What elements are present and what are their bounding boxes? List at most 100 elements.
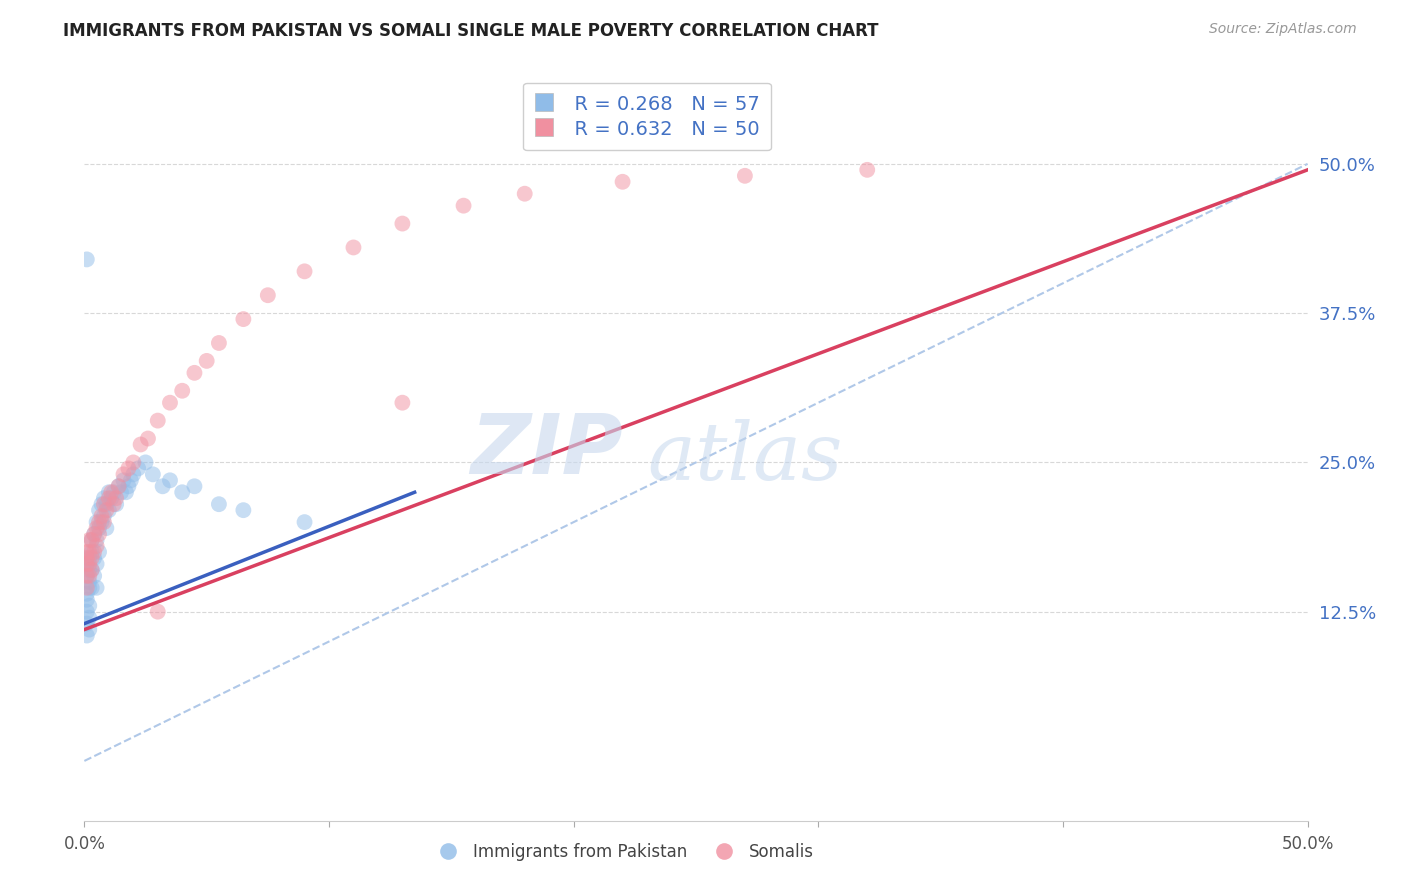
Point bbox=[107, 479, 129, 493]
Point bbox=[90, 497, 112, 511]
Point bbox=[83, 527, 105, 541]
Point bbox=[93, 491, 115, 506]
Text: atlas: atlas bbox=[647, 419, 842, 497]
Point bbox=[77, 533, 100, 547]
Point bbox=[103, 485, 125, 500]
Legend: Immigrants from Pakistan, Somalis: Immigrants from Pakistan, Somalis bbox=[425, 837, 821, 868]
Point bbox=[77, 574, 100, 589]
Point bbox=[96, 503, 118, 517]
Point bbox=[129, 437, 152, 451]
Point bbox=[86, 515, 108, 529]
Text: Source: ZipAtlas.com: Source: ZipAtlas.com bbox=[1209, 22, 1357, 37]
Text: ZIP: ZIP bbox=[470, 410, 623, 491]
Point bbox=[183, 479, 205, 493]
Point bbox=[142, 467, 165, 482]
Point bbox=[135, 455, 157, 469]
Point bbox=[105, 497, 128, 511]
Point bbox=[120, 473, 142, 487]
Point bbox=[76, 569, 98, 583]
Point bbox=[208, 336, 231, 351]
Point bbox=[87, 545, 110, 559]
Point bbox=[76, 252, 98, 267]
Point bbox=[115, 485, 138, 500]
Point bbox=[76, 569, 98, 583]
Point bbox=[76, 550, 98, 565]
Point bbox=[77, 545, 100, 559]
Point bbox=[83, 569, 105, 583]
Point bbox=[77, 550, 100, 565]
Point bbox=[83, 527, 105, 541]
Point bbox=[232, 503, 254, 517]
Point bbox=[86, 521, 108, 535]
Point bbox=[76, 628, 98, 642]
Point bbox=[159, 473, 181, 487]
Point bbox=[76, 581, 98, 595]
Point bbox=[100, 485, 122, 500]
Point bbox=[103, 497, 125, 511]
Point bbox=[342, 240, 364, 254]
Point bbox=[183, 366, 205, 380]
Point bbox=[93, 515, 115, 529]
Point bbox=[86, 581, 108, 595]
Point bbox=[172, 384, 194, 398]
Point bbox=[80, 581, 103, 595]
Point bbox=[146, 605, 169, 619]
Point bbox=[105, 491, 128, 506]
Point bbox=[612, 175, 634, 189]
Point bbox=[152, 479, 174, 493]
Point bbox=[294, 515, 316, 529]
Point bbox=[80, 545, 103, 559]
Point bbox=[77, 623, 100, 637]
Point bbox=[76, 557, 98, 571]
Point bbox=[77, 563, 100, 577]
Point bbox=[80, 563, 103, 577]
Point bbox=[76, 592, 98, 607]
Point bbox=[294, 264, 316, 278]
Point bbox=[77, 610, 100, 624]
Point bbox=[110, 485, 132, 500]
Point bbox=[80, 550, 103, 565]
Point bbox=[391, 395, 413, 409]
Point bbox=[77, 569, 100, 583]
Point bbox=[87, 527, 110, 541]
Point bbox=[77, 557, 100, 571]
Point bbox=[90, 509, 112, 524]
Point bbox=[77, 581, 100, 595]
Point bbox=[80, 563, 103, 577]
Point bbox=[86, 539, 108, 553]
Point bbox=[112, 473, 135, 487]
Point bbox=[77, 599, 100, 613]
Point bbox=[80, 533, 103, 547]
Point bbox=[80, 533, 103, 547]
Point bbox=[146, 414, 169, 428]
Point bbox=[87, 503, 110, 517]
Point bbox=[117, 479, 139, 493]
Point bbox=[117, 461, 139, 475]
Point bbox=[97, 503, 120, 517]
Point bbox=[87, 515, 110, 529]
Point bbox=[87, 521, 110, 535]
Point bbox=[257, 288, 280, 302]
Point bbox=[136, 432, 159, 446]
Point bbox=[100, 491, 122, 506]
Point bbox=[90, 515, 112, 529]
Point bbox=[86, 533, 108, 547]
Point bbox=[76, 616, 98, 631]
Point bbox=[122, 467, 145, 482]
Point bbox=[96, 521, 118, 535]
Point bbox=[76, 545, 98, 559]
Point bbox=[122, 455, 145, 469]
Text: IMMIGRANTS FROM PAKISTAN VS SOMALI SINGLE MALE POVERTY CORRELATION CHART: IMMIGRANTS FROM PAKISTAN VS SOMALI SINGL… bbox=[63, 22, 879, 40]
Point bbox=[127, 461, 149, 475]
Point bbox=[112, 467, 135, 482]
Point bbox=[76, 587, 98, 601]
Point bbox=[93, 497, 115, 511]
Point bbox=[232, 312, 254, 326]
Point bbox=[83, 545, 105, 559]
Point bbox=[195, 354, 218, 368]
Point bbox=[86, 557, 108, 571]
Point bbox=[83, 550, 105, 565]
Point bbox=[172, 485, 194, 500]
Point bbox=[97, 491, 120, 506]
Point bbox=[107, 479, 129, 493]
